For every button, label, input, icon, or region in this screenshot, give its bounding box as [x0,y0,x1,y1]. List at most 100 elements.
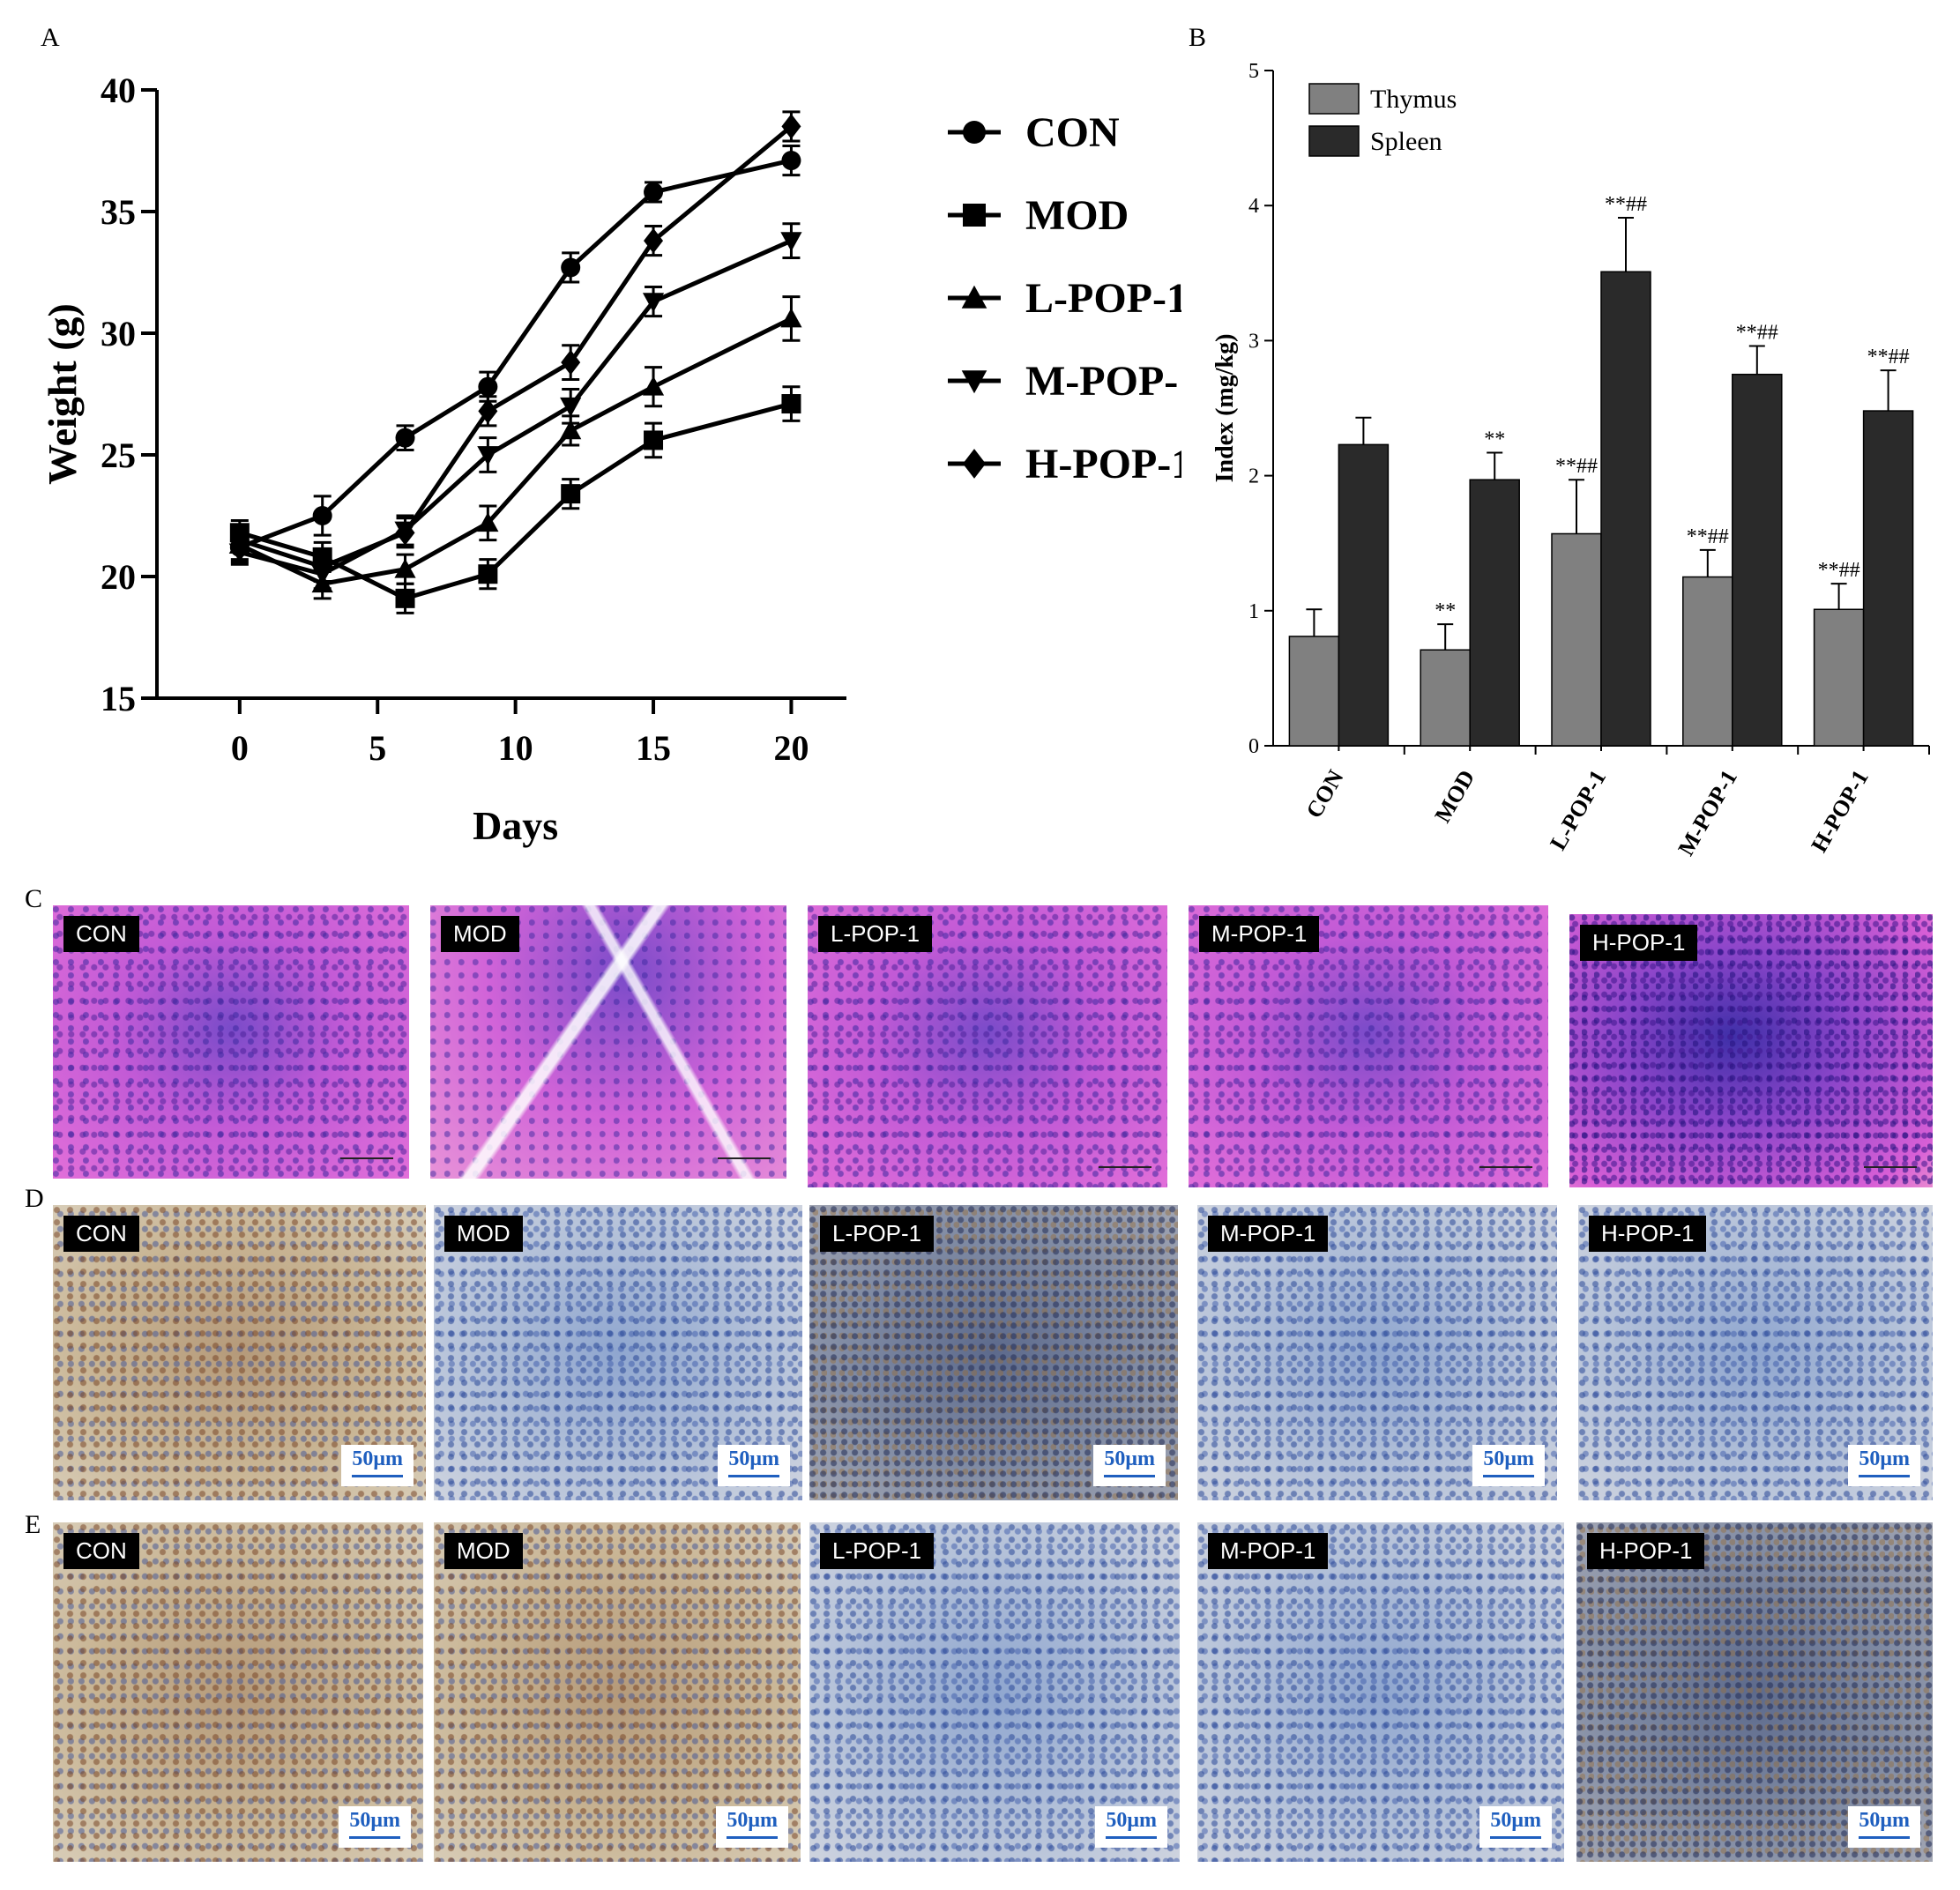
error-bar [1437,623,1454,651]
image-label: CON [63,916,139,952]
image-label: MOD [444,1533,523,1569]
data-point [644,182,664,202]
image-label: H-POP-1 [1587,1533,1705,1569]
bar-thymus [1682,576,1733,747]
legend-swatch [1308,83,1360,115]
bar-spleen [1862,410,1914,747]
data-point [781,394,801,414]
significance-label: **## [1867,346,1910,368]
data-point [780,232,802,252]
image-label: M-POP-1 [1199,916,1320,952]
y-axis-title: Weight (g) [40,303,85,485]
ihc-e-image-h-pop-1: H-POP-1 50μm [1576,1522,1933,1862]
y-tick-label: 25 [101,435,136,475]
data-point [561,257,581,278]
scale-text: 50μm [1490,1809,1541,1832]
y-tick-label: 30 [101,314,136,353]
image-label: H-POP-1 [1580,925,1698,961]
data-point [229,527,250,553]
data-point [561,349,581,376]
x-tick-label: 20 [773,728,809,768]
data-point [560,420,582,440]
data-point [312,506,332,525]
scale-text: 50μm [1106,1809,1157,1832]
legend-label: CON [1025,109,1120,156]
x-axis-title: Days [473,803,558,848]
image-label: MOD [441,916,519,952]
error-bar [1306,608,1323,636]
bar-thymus [1288,636,1340,747]
scale-text: 50μm [1483,1447,1534,1470]
scale-bar [1864,1166,1917,1168]
y-tick-label: 20 [101,557,136,597]
ihc-d-image-mod: MOD 50μm [434,1205,802,1500]
legend-label: H-POP-1 [1025,441,1181,487]
scale-text: 50μm [1859,1809,1910,1832]
y-tick-label: 15 [101,679,136,718]
x-tick-label: MOD [1430,766,1480,828]
legend-marker [963,121,986,144]
ihc-e-image-con: CON 50μm [53,1522,423,1862]
y-tick-label: 2 [1248,465,1259,488]
scale-label: 50μm [1848,1806,1920,1848]
significance-label: **## [1687,525,1729,548]
y-tick-label: 4 [1248,195,1259,218]
weight-line-chart: 15 20 25 30 35 40 0 5 10 15 20 Days Weight (g) CON MOD… [40,71,1181,848]
y-tick-label: 3 [1248,330,1259,353]
data-point [780,308,802,328]
error-bar [1618,216,1634,272]
he-image-mod: MOD [430,905,786,1179]
scale-text: 50μm [728,1447,779,1470]
x-tick-label: M-POP-1 [1673,766,1742,860]
data-point [395,588,415,608]
legend-label: Thymus [1370,85,1457,114]
scale-label: 50μm [341,1445,414,1486]
data-point [395,520,415,546]
ihc-d-image-con: CON 50μm [53,1205,426,1500]
data-point [644,430,664,450]
data-point [561,484,581,504]
scale-label: 50μm [1093,1445,1166,1486]
legend-item-m-pop-1: M-POP-1 [948,358,1181,405]
legend-item-mod: MOD [948,192,1129,239]
x-tick-label: 15 [636,728,671,768]
legend-item-con: CON [948,109,1120,156]
panel-letter-c: C [25,884,43,913]
x-tick-label: CON [1301,765,1349,822]
legend-item-thymus: Thymus [1308,83,1457,115]
scale-bar [1479,1166,1532,1168]
image-label: CON [63,1216,139,1252]
bar-spleen [1469,479,1520,747]
ihc-e-image-mod: MOD 50μm [434,1522,801,1862]
data-point [477,512,499,532]
x-tick-label: L-POP-1 [1545,766,1611,855]
data-point [644,227,664,254]
scale-text: 50μm [1104,1447,1155,1470]
error-bar [1699,548,1716,577]
ihc-e-image-l-pop-1: L-POP-1 50μm [809,1522,1180,1862]
y-tick-label: 5 [1248,60,1259,83]
scale-label: 50μm [1472,1445,1545,1486]
data-point [781,151,801,171]
legend-label: M-POP-1 [1025,358,1181,405]
error-bar [1748,345,1765,375]
image-label: CON [63,1533,139,1569]
image-label: L-POP-1 [818,916,933,952]
scale-label: 50μm [1848,1445,1920,1486]
bar-spleen [1600,271,1651,747]
image-label: M-POP-1 [1208,1533,1329,1569]
bar-thymus [1551,532,1602,747]
panel-letter-d: D [25,1184,44,1213]
image-label: MOD [444,1216,523,1252]
he-image-l-pop-1: L-POP-1 [808,905,1167,1187]
scale-bar [1099,1166,1151,1168]
significance-label: **## [1605,193,1647,216]
significance-label: **## [1818,559,1860,582]
he-image-m-pop-1: M-POP-1 [1189,905,1548,1187]
bar-thymus [1420,649,1471,747]
error-bar [1355,416,1372,445]
ihc-d-image-l-pop-1: L-POP-1 50μm [809,1205,1178,1500]
data-point [478,398,498,424]
legend-swatch [1308,125,1360,157]
x-tick-label: H-POP-1 [1806,766,1873,857]
